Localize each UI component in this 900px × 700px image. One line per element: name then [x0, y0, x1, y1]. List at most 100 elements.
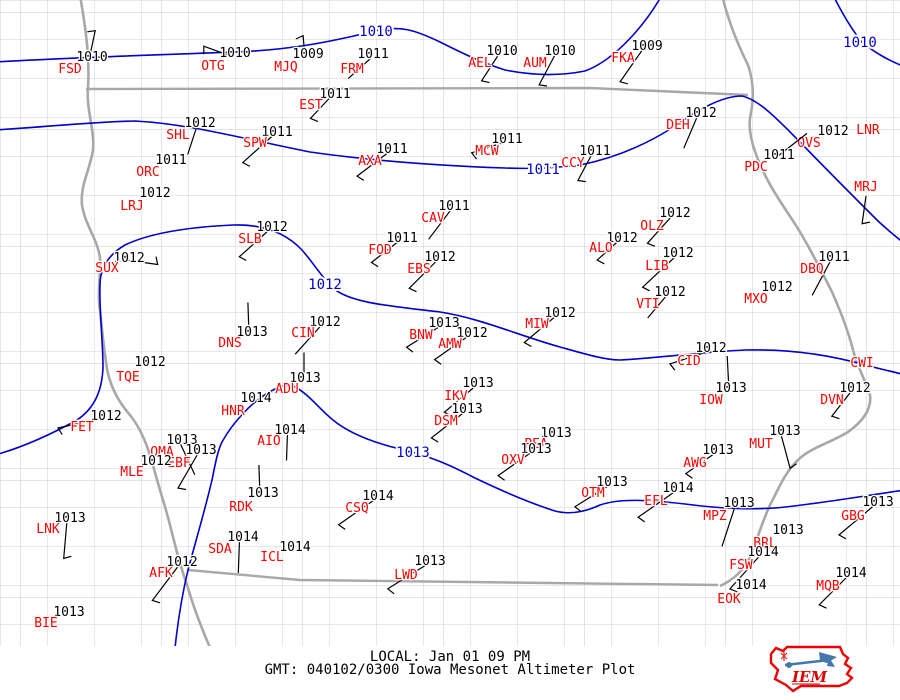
station-value: 1012 — [654, 285, 685, 300]
wind-barb — [309, 96, 332, 123]
wind-barb — [370, 240, 400, 268]
station-id: MUT — [749, 437, 773, 452]
station-value: 1013 — [247, 486, 278, 501]
wind-barb — [669, 350, 709, 371]
station-id: MRJ — [854, 180, 877, 195]
station-value: 1013 — [702, 443, 733, 458]
station-value: 1012 — [839, 381, 870, 396]
wind-barb — [538, 53, 557, 87]
wind-barb — [433, 335, 470, 365]
wind-barb — [258, 464, 261, 498]
station-id: MQB — [816, 579, 840, 594]
station-id: SHL — [166, 128, 190, 143]
station-id: FSD — [58, 62, 82, 77]
wind-barb — [294, 324, 323, 355]
station-value: 1014 — [274, 423, 305, 438]
wind-barb — [408, 259, 438, 293]
wind-barb — [356, 151, 390, 181]
station-id: IOW — [699, 393, 723, 408]
station-value: 1011 — [818, 250, 849, 265]
isobar-label: 1011 — [526, 162, 560, 178]
wind-barb — [337, 498, 376, 530]
station-id: LWD — [394, 568, 418, 583]
station-id: EOK — [717, 592, 741, 607]
wind-barb — [497, 451, 533, 481]
wind-barb — [125, 256, 159, 266]
station-value: 1012 — [456, 326, 487, 341]
station-value: 1011 — [386, 231, 417, 246]
station-MRJ: MRJ — [853, 179, 879, 225]
wind-barb — [57, 417, 103, 435]
wind-barb — [151, 564, 180, 604]
station-id: VTI — [636, 297, 659, 312]
station-id: CIN — [291, 326, 314, 341]
station-id: FOD — [368, 243, 392, 258]
wind-barb — [780, 434, 797, 470]
station-value: 1012 — [662, 246, 693, 261]
station-id: DEH — [666, 118, 689, 133]
wind-barb — [641, 256, 676, 292]
isobar-label: 1013 — [396, 445, 430, 461]
station-id: MCW — [475, 144, 499, 159]
wind-barb — [295, 34, 306, 58]
station-id: PDC — [744, 160, 767, 175]
wind-barb — [811, 259, 832, 296]
wind-barb — [830, 390, 852, 420]
station-id: OLZ — [640, 219, 664, 234]
station-id: SPW — [243, 136, 267, 151]
wind-barb — [837, 505, 874, 540]
station-value: 1014 — [735, 578, 766, 593]
station-value: 1012 — [113, 251, 144, 266]
wind-barb — [187, 125, 198, 155]
station-id: CWI — [850, 356, 873, 371]
isobar-label: 1012 — [308, 277, 342, 293]
station-value: 1013 — [166, 433, 197, 448]
wind-barb — [470, 141, 506, 160]
station-id: BRL — [753, 536, 777, 551]
wind-barb — [818, 576, 848, 609]
station-value: 1013 — [185, 443, 216, 458]
station-value: 1013 — [54, 511, 85, 526]
station-id: SUX — [95, 261, 119, 276]
station-id: OVS — [797, 136, 820, 151]
station-id: CAV — [421, 211, 445, 226]
station-value: 1013 — [723, 496, 754, 511]
station-id: SDA — [208, 542, 232, 557]
station-value: 1014 — [747, 545, 778, 560]
wind-barb — [430, 411, 465, 443]
station-value: 1011 — [763, 148, 794, 163]
station-value: 1012 — [309, 315, 340, 330]
station-id: MLE — [120, 465, 143, 480]
station-value: 1013 — [414, 554, 445, 569]
station-id: AEL — [468, 56, 492, 71]
station-id: MIW — [525, 317, 549, 332]
station-id: OMA — [150, 445, 174, 460]
station-id: RDK — [229, 500, 253, 515]
station-value: 1011 — [438, 199, 469, 214]
